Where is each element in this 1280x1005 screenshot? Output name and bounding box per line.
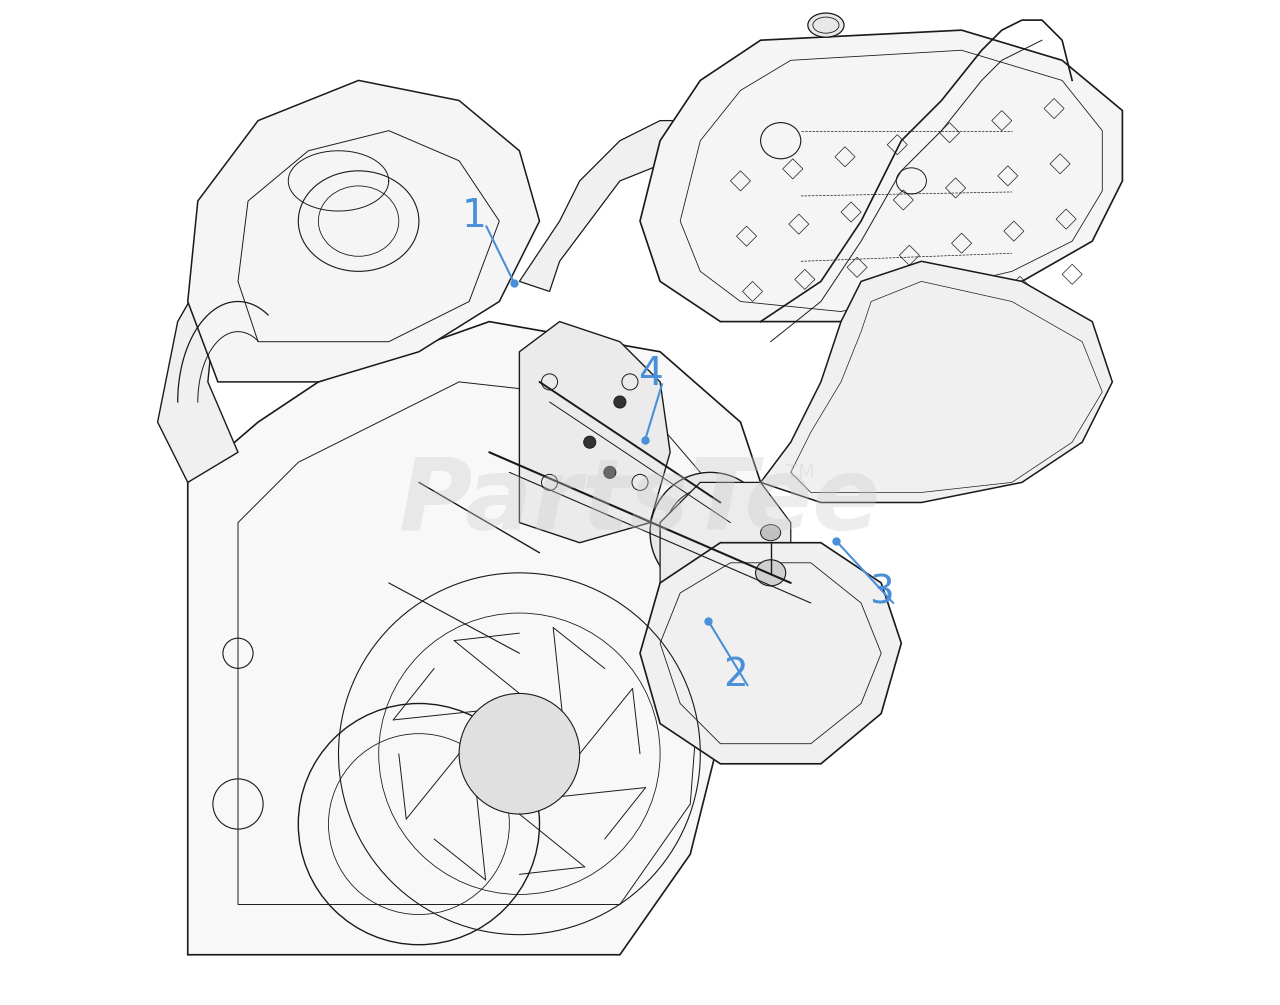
Text: 4: 4 xyxy=(637,355,663,393)
Text: 2: 2 xyxy=(723,656,748,694)
Ellipse shape xyxy=(614,396,626,408)
Polygon shape xyxy=(640,543,901,764)
Ellipse shape xyxy=(460,693,580,814)
Polygon shape xyxy=(188,80,539,382)
Ellipse shape xyxy=(685,508,736,558)
Text: 1: 1 xyxy=(462,197,486,235)
Polygon shape xyxy=(640,30,1123,322)
Text: TM: TM xyxy=(786,463,815,481)
Polygon shape xyxy=(157,221,238,482)
Polygon shape xyxy=(660,482,791,623)
Polygon shape xyxy=(520,121,700,291)
Text: 3: 3 xyxy=(869,574,893,612)
Ellipse shape xyxy=(760,525,781,541)
Ellipse shape xyxy=(755,560,786,586)
Text: PartsTee: PartsTee xyxy=(399,454,881,551)
Ellipse shape xyxy=(650,472,771,593)
Polygon shape xyxy=(760,261,1112,502)
Ellipse shape xyxy=(584,436,595,448)
Ellipse shape xyxy=(808,13,844,37)
Polygon shape xyxy=(188,322,760,955)
Ellipse shape xyxy=(604,466,616,478)
Polygon shape xyxy=(520,322,671,543)
